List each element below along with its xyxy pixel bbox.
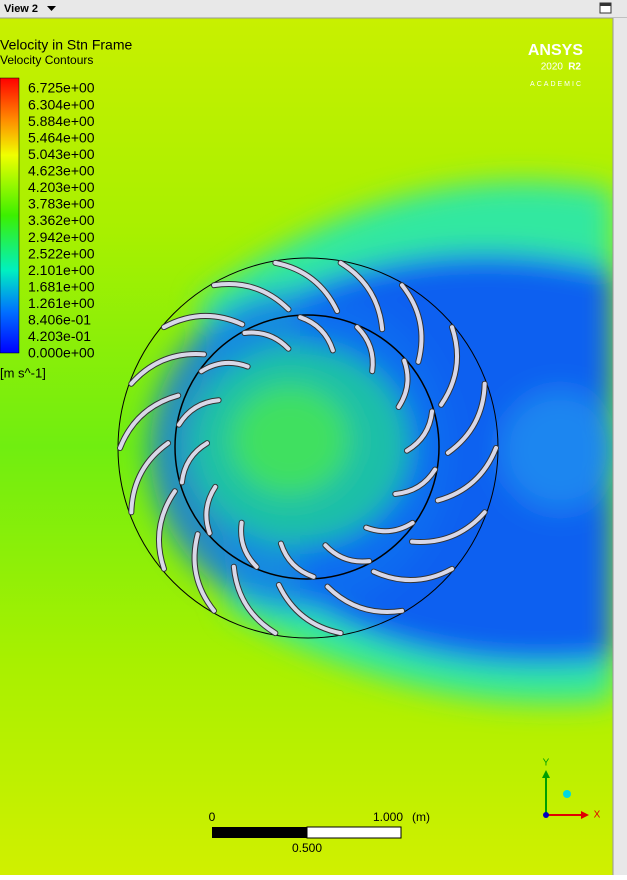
title-bar <box>0 0 627 18</box>
scale-end: 1.000 <box>373 810 403 824</box>
scale-start: 0 <box>209 810 216 824</box>
outer-blade <box>129 441 171 515</box>
legend-label: 3.362e+00 <box>28 212 95 228</box>
scale-unit: (m) <box>412 810 430 824</box>
inner-blade <box>393 467 438 496</box>
color-bar <box>0 77 20 354</box>
scale-bar-white <box>306 826 402 839</box>
outer-blade <box>439 325 459 407</box>
y-axis-label: Y <box>543 758 550 769</box>
legend-label: 0.000e+00 <box>28 345 95 361</box>
view-title: View 2 <box>4 3 38 15</box>
outer-blade <box>161 313 245 330</box>
dropdown-arrow[interactable] <box>47 6 56 11</box>
legend-label: 1.681e+00 <box>28 278 95 294</box>
legend-title: Velocity in Stn Frame <box>0 37 132 53</box>
inner-blade <box>364 520 415 534</box>
legend-label: 6.725e+00 <box>28 80 95 96</box>
scale-middle: 0.500 <box>292 841 322 855</box>
y-axis-head <box>542 770 550 778</box>
legend-label: 5.884e+00 <box>28 113 95 129</box>
legend-label: 5.043e+00 <box>28 146 95 162</box>
outer-blade <box>371 566 455 583</box>
outer-blade <box>276 582 343 636</box>
inner-circle <box>174 314 440 580</box>
legend-label: 4.203e+00 <box>28 179 95 195</box>
maximize-bar <box>600 3 611 6</box>
logo-version: 2020 <box>541 62 564 73</box>
x-axis-label: X <box>594 810 601 821</box>
legend-label: 2.101e+00 <box>28 262 95 278</box>
legend-label: 2.522e+00 <box>28 245 95 261</box>
rotor <box>117 257 499 639</box>
z-axis-dot <box>563 790 571 798</box>
outer-blade <box>400 283 424 364</box>
outer-blade <box>157 489 177 571</box>
inner-blade <box>242 330 291 351</box>
inner-blade <box>204 484 218 536</box>
legend-subtitle: Velocity Contours <box>0 53 93 67</box>
side-border <box>613 18 627 875</box>
legend-label: 8.406e-01 <box>28 312 91 328</box>
outer-blade <box>118 393 181 450</box>
legend-label: 3.783e+00 <box>28 196 95 212</box>
inner-blade <box>355 325 375 374</box>
inner-blade <box>176 398 221 427</box>
inner-blade <box>239 520 259 569</box>
inner-blade <box>404 409 435 453</box>
legend-label: 4.623e+00 <box>28 163 95 179</box>
outer-blade <box>445 381 487 455</box>
legend-label: 2.942e+00 <box>28 229 95 245</box>
legend-unit: [m s^-1] <box>0 365 46 380</box>
legend-label: 4.203e-01 <box>28 328 91 344</box>
logo-release: R2 <box>568 62 581 73</box>
outer-blade <box>435 446 498 503</box>
outer-blade <box>129 351 206 386</box>
outer-blade <box>325 584 404 614</box>
inner-blade <box>199 360 250 374</box>
logo-edition: ACADEMIC <box>530 81 583 88</box>
logo-brand: ANSYS <box>528 42 583 59</box>
outer-blade <box>192 532 216 613</box>
inner-blade <box>323 543 372 564</box>
outer-blade <box>212 282 291 312</box>
outer-blade <box>273 260 340 314</box>
x-axis-head <box>581 811 589 819</box>
legend-label: 5.464e+00 <box>28 129 95 145</box>
inner-blade <box>179 441 210 485</box>
axis-origin <box>543 812 549 818</box>
legend-label: 6.304e+00 <box>28 96 95 112</box>
inner-blade <box>298 315 335 353</box>
outer-blade <box>410 510 487 545</box>
inner-blade <box>396 358 410 409</box>
legend-label: 1.261e+00 <box>28 295 95 311</box>
inner-blade <box>278 541 316 579</box>
outer-blade <box>338 260 385 332</box>
scale-bar-black <box>212 827 307 838</box>
outer-blade <box>231 564 278 636</box>
